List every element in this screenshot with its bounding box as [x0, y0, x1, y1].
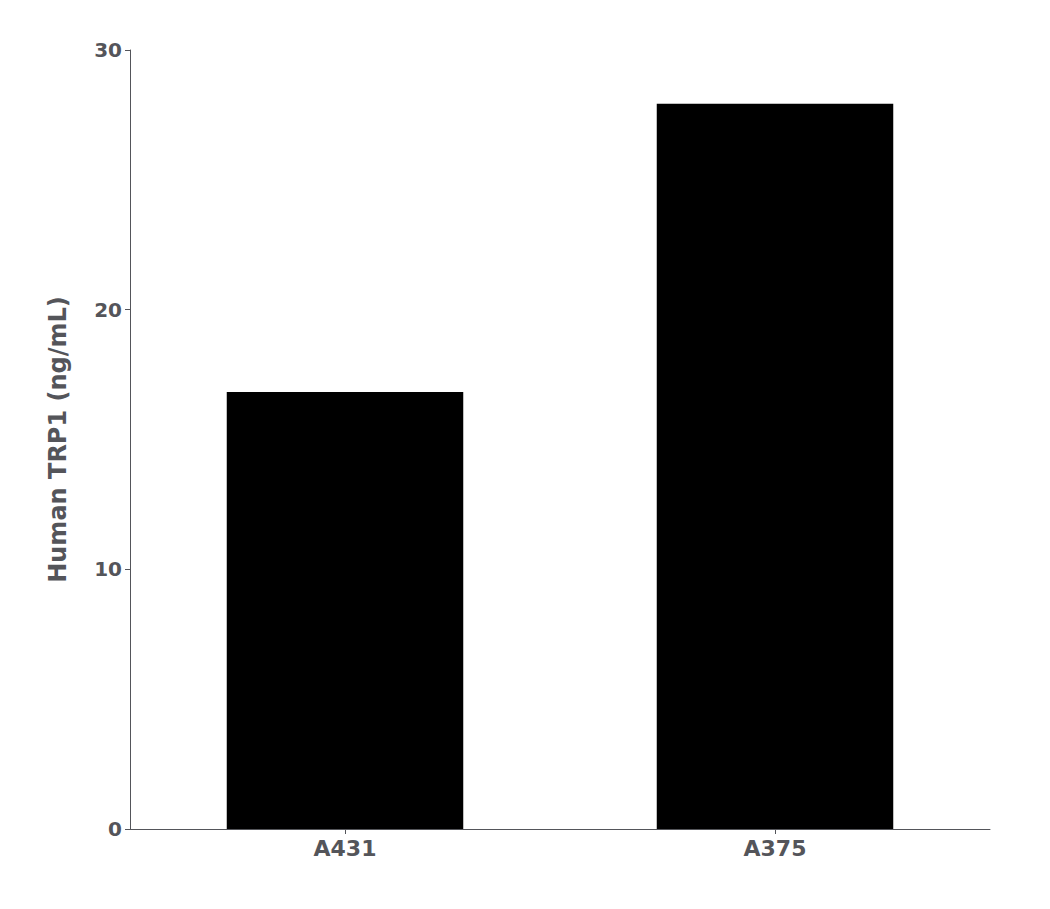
- svg-text:A431: A431: [314, 836, 377, 861]
- svg-text:20: 20: [94, 298, 122, 322]
- svg-text:10: 10: [94, 557, 122, 581]
- svg-text:0: 0: [108, 817, 122, 841]
- svg-text:Human TRP1 (ng/mL): Human TRP1 (ng/mL): [44, 296, 72, 583]
- svg-text:30: 30: [94, 38, 122, 62]
- svg-text:A375: A375: [744, 836, 807, 861]
